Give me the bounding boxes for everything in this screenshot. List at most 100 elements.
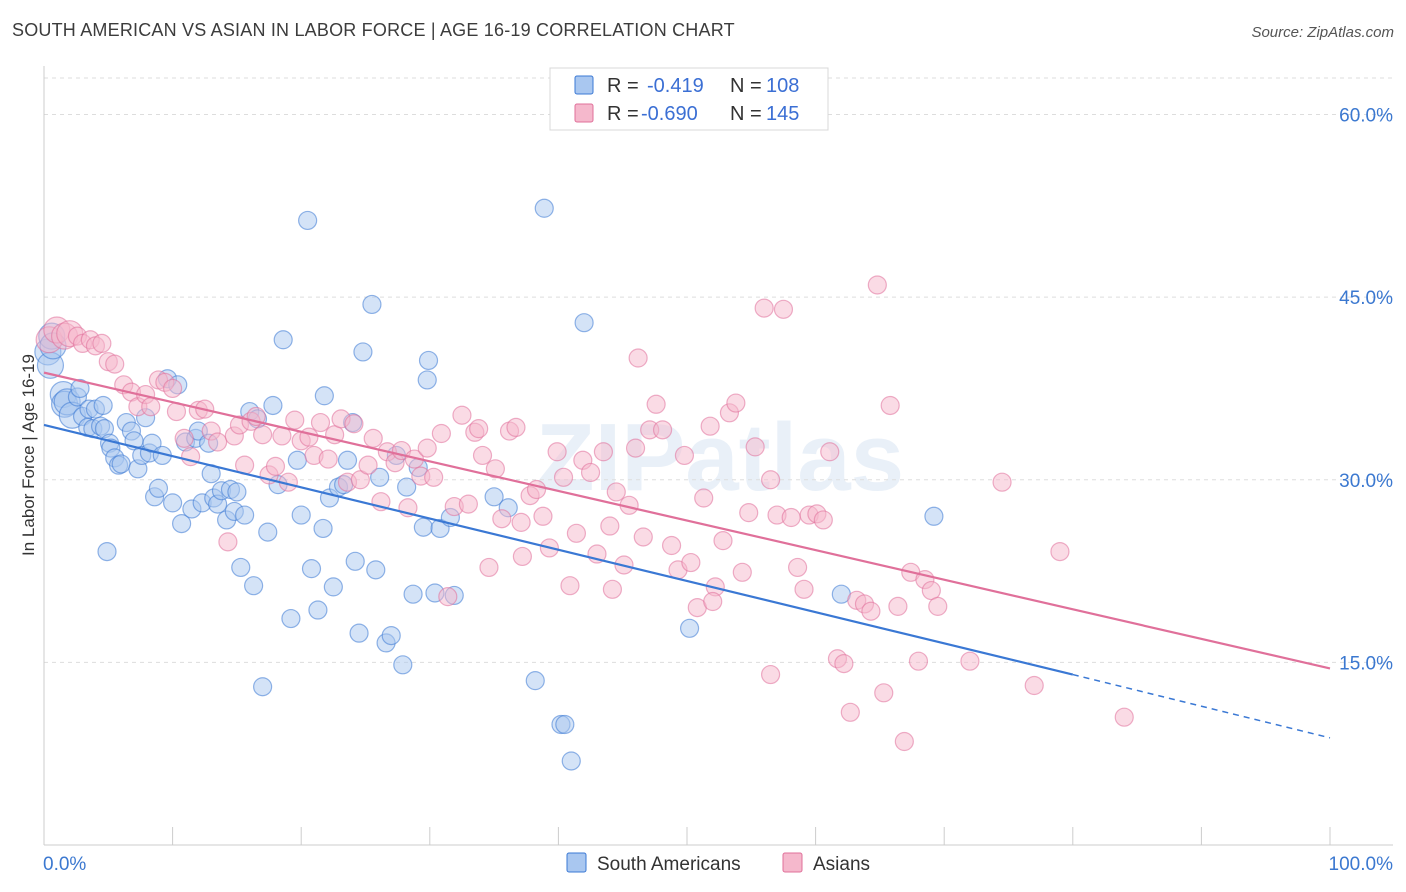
south-american-point-60 xyxy=(263,395,283,416)
asian-point-70 xyxy=(506,417,526,438)
south-american-point-62 xyxy=(273,330,293,350)
asian-point-49 xyxy=(363,428,383,448)
asian-point-135 xyxy=(992,472,1012,492)
south-american-point-52 xyxy=(227,482,247,502)
asian-point-96 xyxy=(681,552,701,573)
south-american-point-96 xyxy=(484,487,504,507)
south-american-point-98 xyxy=(525,671,545,691)
asian-point-46 xyxy=(344,414,364,434)
asian-point-91 xyxy=(646,394,666,414)
asian-point-73 xyxy=(526,479,547,500)
south-american-point-101 xyxy=(555,714,575,735)
asian-point-108 xyxy=(760,470,781,490)
source-credit: Source: ZipAtlas.com xyxy=(1251,24,1394,41)
south-american-point-67 xyxy=(301,559,322,579)
south-american-point-89 xyxy=(413,517,433,537)
asian-point-20 xyxy=(174,428,194,448)
asian-point-128 xyxy=(894,731,914,752)
asian-point-138 xyxy=(1114,707,1134,727)
asian-point-123 xyxy=(861,601,881,621)
south-american-point-36 xyxy=(163,493,183,513)
asian-point-37 xyxy=(285,410,305,430)
south-american-point-86 xyxy=(397,477,417,497)
asian-point-8 xyxy=(92,333,112,354)
south-american-point-76 xyxy=(345,551,365,571)
south-american-point-66 xyxy=(298,210,318,231)
legend-n-label-1: N = xyxy=(730,75,762,97)
south-american-point-74 xyxy=(337,450,358,470)
asian-point-77 xyxy=(553,467,574,487)
south-american-point-80 xyxy=(366,560,386,580)
asian-point-111 xyxy=(781,507,801,528)
asian-point-83 xyxy=(593,442,614,462)
asian-point-142 xyxy=(469,419,489,439)
south-american-point-78 xyxy=(353,342,373,362)
asian-point-32 xyxy=(253,425,273,445)
asian-point-85 xyxy=(606,482,626,502)
asian-point-42 xyxy=(318,449,338,469)
chart-title: SOUTH AMERICAN VS ASIAN IN LABOR FORCE |… xyxy=(12,20,735,40)
south-american-point-90 xyxy=(417,370,437,390)
asian-point-137 xyxy=(1050,541,1070,562)
asian-point-10 xyxy=(105,354,125,374)
asian-point-65 xyxy=(472,445,493,466)
asian-point-79 xyxy=(566,523,587,543)
bottom-legend-asians: Asians xyxy=(813,854,870,875)
south-american-point-83 xyxy=(381,625,401,646)
legend-swatch-south-americans xyxy=(574,75,594,95)
asian-point-134 xyxy=(960,651,980,671)
south-american-point-81 xyxy=(370,467,390,487)
asian-point-112 xyxy=(787,557,808,578)
asian-point-119 xyxy=(834,653,854,674)
asian-point-126 xyxy=(880,395,900,416)
axes xyxy=(43,66,1393,846)
stats-legend-box xyxy=(549,67,829,131)
south-american-point-71 xyxy=(323,577,343,597)
asian-point-76 xyxy=(547,442,567,462)
y-axis-label: In Labor Force | Age 16-19 xyxy=(19,354,38,556)
asian-point-144 xyxy=(602,579,623,599)
south-american-point-53 xyxy=(231,557,251,578)
asian-point-92 xyxy=(652,420,673,440)
asian-point-127 xyxy=(888,596,908,616)
asian-point-103 xyxy=(726,393,746,413)
south-american-point-56 xyxy=(244,576,264,596)
asian-point-130 xyxy=(908,651,929,671)
asian-point-139 xyxy=(760,664,781,685)
south-american-point-85 xyxy=(393,655,413,675)
south-american-point-18 xyxy=(97,541,117,562)
asian-point-78 xyxy=(560,576,580,596)
asian-point-89 xyxy=(633,527,653,547)
south-american-point-107 xyxy=(313,518,333,539)
asian-point-34 xyxy=(265,456,286,476)
asian-point-125 xyxy=(874,683,894,703)
asian-point-140 xyxy=(703,591,723,612)
asian-point-26 xyxy=(218,532,238,552)
south-american-point-58 xyxy=(253,677,273,697)
asian-point-48 xyxy=(358,455,378,475)
asian-point-74 xyxy=(533,506,553,526)
asian-point-104 xyxy=(732,562,752,582)
legend-n-value-2: 145 xyxy=(766,103,799,125)
south-american-point-102 xyxy=(561,751,581,771)
south-american-point-99 xyxy=(534,198,554,218)
asian-point-81 xyxy=(580,462,601,483)
asian-point-117 xyxy=(820,442,840,462)
asian-point-57 xyxy=(417,438,437,458)
south-american-point-91 xyxy=(418,350,439,371)
data-points xyxy=(34,198,1134,771)
asian-trend-line xyxy=(43,371,1331,670)
south-american-point-104 xyxy=(679,618,700,638)
x-tick-label-min: 0.0% xyxy=(43,854,86,875)
asian-point-113 xyxy=(794,579,814,599)
asian-point-136 xyxy=(1024,675,1044,696)
south-american-trend-extrapolation xyxy=(1072,673,1331,739)
asian-point-143 xyxy=(511,512,531,532)
asian-point-110 xyxy=(773,299,794,319)
asian-point-58 xyxy=(424,467,444,487)
asian-point-98 xyxy=(694,488,714,508)
asian-point-95 xyxy=(674,445,695,466)
asian-point-18 xyxy=(163,378,183,399)
legend-r-label-2: R = xyxy=(607,103,639,125)
